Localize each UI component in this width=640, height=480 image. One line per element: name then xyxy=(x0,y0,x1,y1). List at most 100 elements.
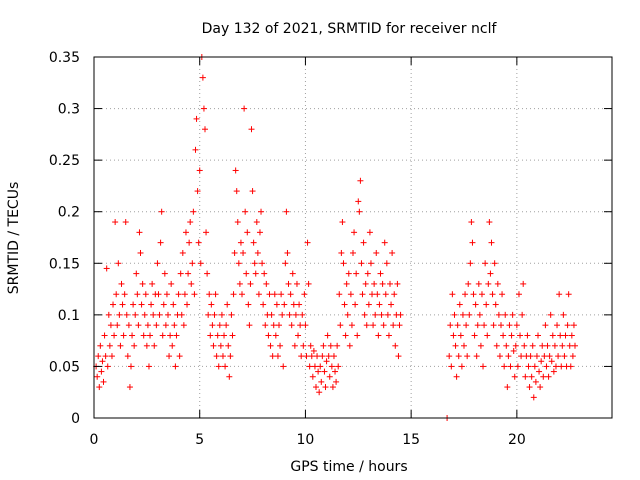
data-point xyxy=(102,353,109,360)
data-point xyxy=(229,332,236,339)
data-point xyxy=(221,332,228,339)
data-point xyxy=(302,322,309,329)
data-point xyxy=(299,311,306,318)
data-point xyxy=(214,332,221,339)
data-point xyxy=(495,311,502,318)
data-point xyxy=(344,311,351,318)
data-point xyxy=(185,270,192,277)
data-point xyxy=(326,373,333,380)
data-point xyxy=(315,368,322,375)
data-point xyxy=(292,311,299,318)
data-point xyxy=(116,311,123,318)
data-point xyxy=(554,322,561,329)
data-point xyxy=(159,332,166,339)
data-point xyxy=(496,353,503,360)
data-point xyxy=(512,342,519,349)
data-point xyxy=(452,342,459,349)
data-point xyxy=(342,332,349,339)
y-tick-label: 0.25 xyxy=(49,153,80,169)
data-point xyxy=(341,301,348,308)
data-point xyxy=(568,332,575,339)
data-point xyxy=(530,394,537,401)
data-point xyxy=(246,322,253,329)
data-point xyxy=(544,342,551,349)
data-point xyxy=(480,363,487,370)
data-point xyxy=(525,363,532,370)
data-point xyxy=(190,208,197,215)
data-point xyxy=(503,342,510,349)
data-point xyxy=(355,198,362,205)
data-point xyxy=(121,291,128,298)
data-point xyxy=(502,311,509,318)
data-point xyxy=(526,384,533,391)
data-point xyxy=(100,378,107,385)
data-point xyxy=(255,291,262,298)
data-point xyxy=(307,342,314,349)
data-point xyxy=(490,322,497,329)
data-point xyxy=(364,270,371,277)
data-point xyxy=(132,311,139,318)
data-point xyxy=(250,239,257,246)
data-point xyxy=(215,363,222,370)
data-point xyxy=(517,332,524,339)
data-point xyxy=(123,311,130,318)
data-point xyxy=(258,208,265,215)
data-point xyxy=(367,260,374,267)
data-point xyxy=(167,332,174,339)
data-point xyxy=(145,363,152,370)
data-point xyxy=(555,353,562,360)
data-point xyxy=(308,353,315,360)
data-point xyxy=(357,177,364,184)
data-point xyxy=(242,208,249,215)
data-point xyxy=(195,239,202,246)
data-point xyxy=(119,301,126,308)
y-tick-label: 0.2 xyxy=(58,205,80,221)
data-point xyxy=(171,322,178,329)
data-point xyxy=(203,229,210,236)
data-point xyxy=(133,270,140,277)
data-point xyxy=(178,311,185,318)
data-point xyxy=(518,353,525,360)
data-point xyxy=(520,280,527,287)
data-point xyxy=(180,322,187,329)
data-point xyxy=(394,280,401,287)
data-point xyxy=(536,368,543,375)
data-point xyxy=(142,291,149,298)
data-point xyxy=(120,332,127,339)
data-point xyxy=(338,249,345,256)
data-point xyxy=(103,265,110,272)
data-point xyxy=(455,353,462,360)
data-point xyxy=(104,363,111,370)
data-point xyxy=(329,384,336,391)
data-point xyxy=(324,332,331,339)
data-point xyxy=(273,301,280,308)
axis-ticks xyxy=(93,56,612,419)
data-point xyxy=(166,353,173,360)
data-point xyxy=(504,384,511,391)
data-point xyxy=(513,322,520,329)
x-tick-label: 10 xyxy=(297,432,315,448)
data-point xyxy=(165,311,171,318)
data-point xyxy=(532,378,539,385)
data-point xyxy=(538,358,545,365)
data-point xyxy=(521,342,528,349)
data-point xyxy=(99,358,106,365)
data-point xyxy=(267,342,274,349)
data-point xyxy=(298,353,305,360)
data-point xyxy=(240,249,247,256)
data-point xyxy=(561,353,568,360)
data-point xyxy=(228,311,235,318)
data-point xyxy=(389,249,396,256)
data-point xyxy=(158,208,165,215)
data-point xyxy=(473,353,480,360)
data-point xyxy=(483,301,490,308)
data-point xyxy=(320,342,327,349)
data-point xyxy=(118,280,125,287)
data-point xyxy=(241,105,248,112)
data-point xyxy=(507,363,514,370)
x-tick-label: 5 xyxy=(195,432,204,448)
data-point xyxy=(304,239,311,246)
data-point xyxy=(96,384,103,391)
data-point xyxy=(330,353,337,360)
